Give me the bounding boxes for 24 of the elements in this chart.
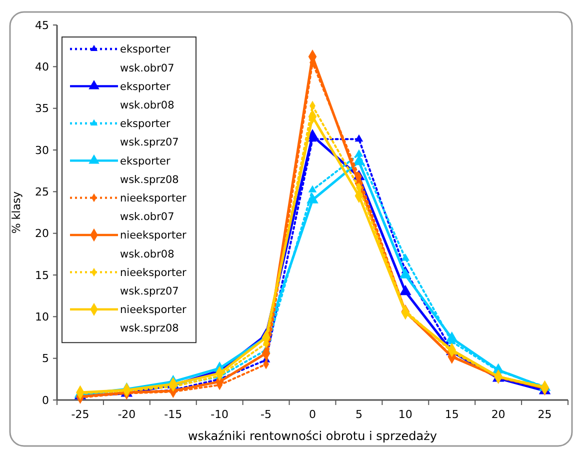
x-tick-label: 20 — [491, 408, 506, 421]
x-tick-label: 25 — [538, 408, 552, 421]
x-tick-label: 5 — [355, 408, 362, 421]
y-tick-label: 45 — [35, 18, 49, 32]
y-tick-label: 10 — [35, 310, 49, 324]
y-tick-label: 20 — [35, 227, 49, 240]
x-tick-label: -15 — [164, 408, 182, 421]
y-tick-label: 25 — [35, 186, 49, 199]
x-tick-label: -25 — [71, 408, 90, 421]
x-tick-label: 10 — [398, 408, 412, 421]
y-tick-label: 30 — [35, 144, 49, 157]
x-tick-label: -10 — [210, 408, 229, 421]
x-tick-label: 0 — [309, 408, 316, 421]
y-axis-title: % klasy — [10, 190, 23, 234]
x-tick-label: 15 — [444, 408, 459, 421]
y-tick-label: 35 — [35, 102, 49, 116]
y-tick-label: 5 — [42, 352, 49, 366]
x-tick-label: -20 — [118, 408, 136, 421]
legend-label: nieeksporter wsk.sprz08 — [120, 304, 188, 335]
x-axis-title: wskaźniki rentowności obrotu i sprzedaży — [188, 429, 438, 443]
y-tick-label: 15 — [35, 268, 49, 282]
y-tick-label: 40 — [35, 60, 49, 74]
x-tick-label: -5 — [260, 408, 272, 421]
y-tick-label: 0 — [42, 394, 49, 407]
